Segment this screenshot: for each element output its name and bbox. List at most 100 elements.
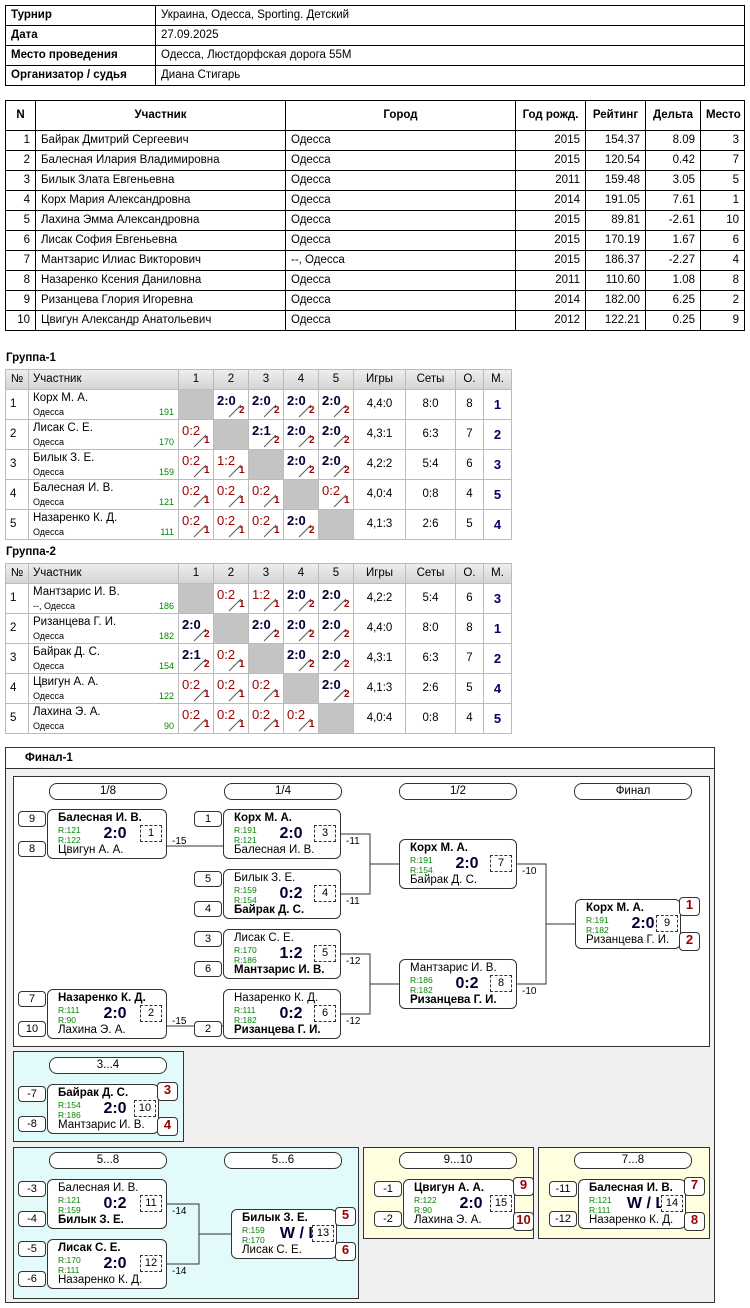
rating-2: R:90	[58, 1015, 76, 1025]
table-cell: 3	[700, 130, 745, 151]
table-cell: 5	[700, 170, 745, 191]
stat-cell: 5	[455, 509, 484, 540]
rating-1: R:170	[58, 1255, 81, 1265]
seed: -6	[18, 1271, 46, 1287]
result-cell: 1:2 1	[248, 583, 284, 614]
place: 7	[684, 1177, 705, 1196]
table-cell: 0.42	[645, 150, 701, 171]
table-cell: -2.61	[645, 210, 701, 231]
player-name: Ризанцева Г. И.	[33, 616, 117, 628]
result-cell: 2:0 2	[318, 449, 354, 480]
group-header-cell: М.	[483, 369, 512, 390]
match-number: 6	[314, 1005, 336, 1022]
table-cell: 89.81	[585, 210, 646, 231]
seed: 9	[18, 811, 46, 827]
result-points: 2	[344, 405, 350, 416]
slash	[193, 524, 207, 538]
stat-cell: 8	[455, 389, 484, 420]
result-points: 1	[239, 465, 245, 476]
slash-line	[263, 718, 277, 732]
group-header-cell: М.	[483, 563, 512, 584]
slash	[333, 404, 347, 418]
rating-2: R:111	[589, 1205, 611, 1215]
place-cell: 2	[483, 419, 512, 450]
match-score: 0:2	[455, 975, 479, 992]
table-cell: --, Одесса	[285, 250, 516, 271]
slash-line	[193, 718, 207, 732]
rating-2: R:90	[414, 1205, 432, 1215]
match-number: 15	[490, 1195, 512, 1212]
result-score: 2:0	[322, 587, 341, 602]
result-cell: 2:0 2	[283, 449, 319, 480]
place: 1	[679, 897, 700, 916]
result-score: 0:2	[217, 587, 236, 602]
slash-line	[298, 524, 312, 538]
match-score: 0:2	[103, 1195, 127, 1212]
round-label: 1/8	[49, 783, 167, 800]
row-number: 4	[5, 479, 29, 510]
match-score: 2:0	[279, 825, 303, 842]
table-cell: 1	[5, 130, 36, 151]
result-score: 2:0	[287, 423, 306, 438]
seed: 7	[18, 991, 46, 1007]
place: 6	[335, 1242, 356, 1261]
group-header-cell: Игры	[353, 369, 406, 390]
rating-2: R:159	[58, 1205, 81, 1215]
table-cell: Одесса	[285, 230, 516, 251]
result-cell: 2:0 2	[283, 583, 319, 614]
result-cell: 2:0 2	[248, 389, 284, 420]
slash	[263, 628, 277, 642]
slash	[333, 628, 347, 642]
table-cell: 2015	[515, 210, 586, 231]
result-points: 1	[239, 659, 245, 670]
player-2: Ризанцева Г. И.	[586, 934, 670, 946]
match: Корх М. А. R:191 R:182 Ризанцева Г. И. 2:0 9	[575, 899, 681, 949]
rating-1: R:191	[586, 915, 609, 925]
result-points: 1	[204, 689, 210, 700]
stat-cell: 5:4	[405, 449, 456, 480]
info-value: 27.09.2025	[155, 25, 745, 46]
slash	[333, 658, 347, 672]
result-cell	[318, 703, 354, 734]
player-city: Одесса	[33, 631, 65, 641]
player-name: Билык З. Е.	[33, 452, 95, 464]
stat-cell: 2:6	[405, 509, 456, 540]
result-score: 1:2	[252, 587, 271, 602]
place-cell: 4	[483, 673, 512, 704]
result-score: 0:2	[322, 483, 341, 498]
match-number: 8	[490, 975, 512, 992]
slash	[298, 404, 312, 418]
result-score: 0:2	[182, 677, 201, 692]
result-cell	[318, 509, 354, 540]
match-score: 2:0	[631, 915, 655, 932]
match: Байрак Д. С. R:154 R:186 Мантзарис И. В. 2:0…	[47, 1084, 159, 1134]
result-points: 1	[239, 689, 245, 700]
result-score: 2:1	[252, 423, 271, 438]
stat-cell: 2:6	[405, 673, 456, 704]
rating-1: R:159	[242, 1225, 265, 1235]
table-cell: 7.61	[645, 190, 701, 211]
player-cell: Билык З. Е. Одесса 159	[28, 449, 179, 480]
group-header-cell: Игры	[353, 563, 406, 584]
match-score: 2:0	[455, 855, 479, 872]
loser-goes: -12	[346, 1016, 361, 1027]
result-cell: 2:0 2	[283, 389, 319, 420]
info-label: Организатор / судья	[5, 65, 156, 86]
result-points: 1	[204, 465, 210, 476]
stat-cell: 8:0	[405, 613, 456, 644]
table-cell: Одесса	[285, 150, 516, 171]
table-cell: 3.05	[645, 170, 701, 191]
seed: -5	[18, 1241, 46, 1257]
table-cell: 120.54	[585, 150, 646, 171]
result-points: 1	[274, 495, 280, 506]
table-cell: Одесса	[285, 290, 516, 311]
table-cell: 8	[700, 270, 745, 291]
table-cell: 2012	[515, 310, 586, 331]
seed: -4	[18, 1211, 46, 1227]
table-cell: 4	[5, 190, 36, 211]
match-number: 13	[312, 1225, 334, 1242]
slash-line	[333, 434, 347, 448]
player-2: Мантзарис И. В.	[234, 964, 325, 976]
seed: 4	[194, 901, 222, 917]
result-points: 2	[344, 659, 350, 670]
